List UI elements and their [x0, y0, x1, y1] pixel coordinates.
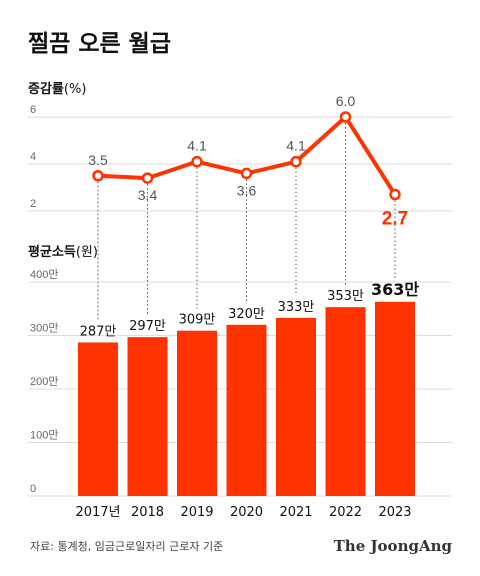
x-tick-label: 2017년	[75, 505, 120, 520]
bar	[127, 337, 168, 496]
line-chart-title-text: 증감률	[28, 82, 64, 97]
line-value-label: 3.5	[88, 152, 108, 168]
source-note: 자료: 통계청, 임금근로일자리 근로자 기준	[30, 539, 223, 553]
chart-title: 찔끔 오른 월급	[28, 31, 171, 57]
x-tick-label: 2022	[329, 505, 362, 520]
bar-value-label: 297만	[129, 319, 166, 334]
line-point	[141, 172, 154, 184]
x-tick-label: 2020	[230, 505, 263, 520]
bar-y-tick-label: 0	[30, 483, 36, 495]
drop-line-layer	[97, 123, 396, 321]
line-value-label: 6.0	[336, 93, 356, 109]
line-value-label: 3.6	[237, 182, 257, 198]
bar-value-label: 353만	[327, 289, 364, 304]
bar-value-label: 309만	[179, 313, 216, 328]
x-tick-label: 2023	[378, 505, 411, 520]
x-tick-label: 2021	[279, 505, 312, 520]
bar-y-tick-label: 400만	[30, 268, 58, 281]
bar-chart-unit: (원)	[76, 245, 98, 260]
line-value-label: 4.1	[286, 138, 306, 154]
label-layer: 3.5 3.4 4.1 3.6 4.1 6.0 2.7 287만 297만 309만 320만 333…	[75, 93, 419, 520]
line-point	[240, 167, 253, 180]
bar-value-label: 363만	[371, 280, 419, 299]
bar-value-label: 287만	[80, 324, 117, 339]
publisher-logo: The JoongAng	[334, 537, 453, 555]
bar-chart-title-text: 평균소득	[28, 244, 76, 260]
line-y-tick-label: 2	[30, 198, 36, 210]
bar	[226, 324, 267, 496]
bar	[375, 301, 415, 496]
line-value-label: 3.4	[138, 187, 158, 203]
bar-value-label: 320만	[228, 307, 265, 322]
bar-y-tick-label: 200만	[30, 375, 58, 388]
bar-y-tick-label: 300만	[30, 322, 58, 335]
x-tick-label: 2018	[131, 505, 164, 520]
bar	[325, 307, 366, 496]
line-value-label: 4.1	[187, 138, 207, 154]
bar	[276, 317, 316, 496]
line-point	[389, 188, 401, 201]
line-y-tick-label: 4	[30, 151, 36, 163]
line-point	[339, 111, 352, 123]
line-layer	[92, 111, 401, 201]
line-chart-title: 증감률(%)	[28, 82, 86, 97]
bar	[177, 330, 217, 496]
bar-layer	[78, 301, 415, 496]
line-y-tick-label: 6	[30, 104, 36, 116]
bar-y-tick-label: 100만	[30, 429, 58, 442]
line-value-label: 2.7	[382, 209, 408, 230]
x-tick-label: 2019	[180, 505, 213, 520]
line-point	[92, 170, 104, 182]
bar-chart-title: 평균소득(원)	[28, 244, 98, 260]
bar-value-label: 333만	[278, 300, 315, 315]
bar	[78, 342, 118, 496]
line-chart-unit: (%)	[64, 82, 87, 97]
line-point	[191, 155, 203, 168]
line-point	[290, 155, 302, 168]
